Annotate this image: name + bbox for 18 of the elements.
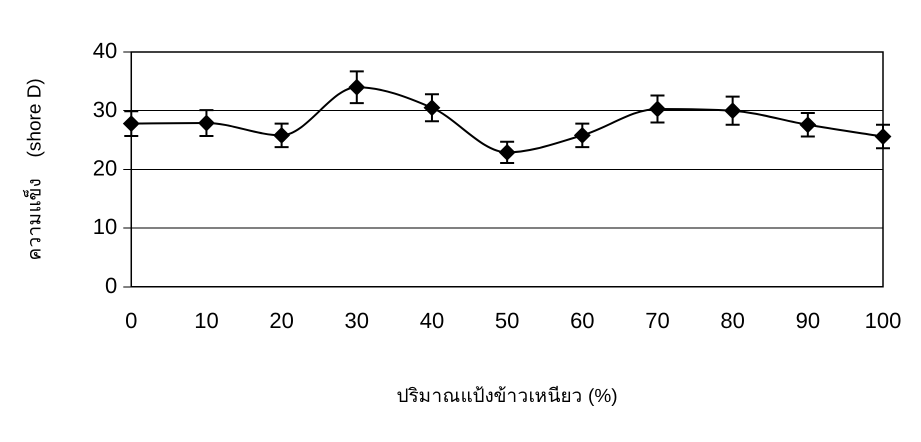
x-tick-label: 20 <box>269 308 294 334</box>
y-tick-label: 40 <box>92 38 118 64</box>
x-tick-label: 50 <box>494 308 520 334</box>
x-tick-label: 60 <box>570 308 595 334</box>
x-tick-label: 10 <box>194 308 219 334</box>
y-tick-label: 0 <box>105 272 118 298</box>
x-tick-label: 70 <box>645 308 670 334</box>
x-tick-label: 40 <box>420 308 444 334</box>
x-tick-label: 30 <box>344 308 370 334</box>
y-axis-title: ความแข็ง (shore D) <box>22 78 46 261</box>
x-tick-label: 90 <box>796 308 820 334</box>
y-tick-label: 10 <box>92 214 118 240</box>
x-tick-label: 0 <box>125 308 138 334</box>
y-tick-label: 30 <box>92 96 118 122</box>
x-axis-title: ปริมาณแป้งข้าวเหนียว (%) <box>396 384 618 407</box>
y-tick-label: 20 <box>92 155 118 180</box>
x-tick-label: 100 <box>864 308 902 334</box>
x-tick-label: 80 <box>720 308 745 334</box>
